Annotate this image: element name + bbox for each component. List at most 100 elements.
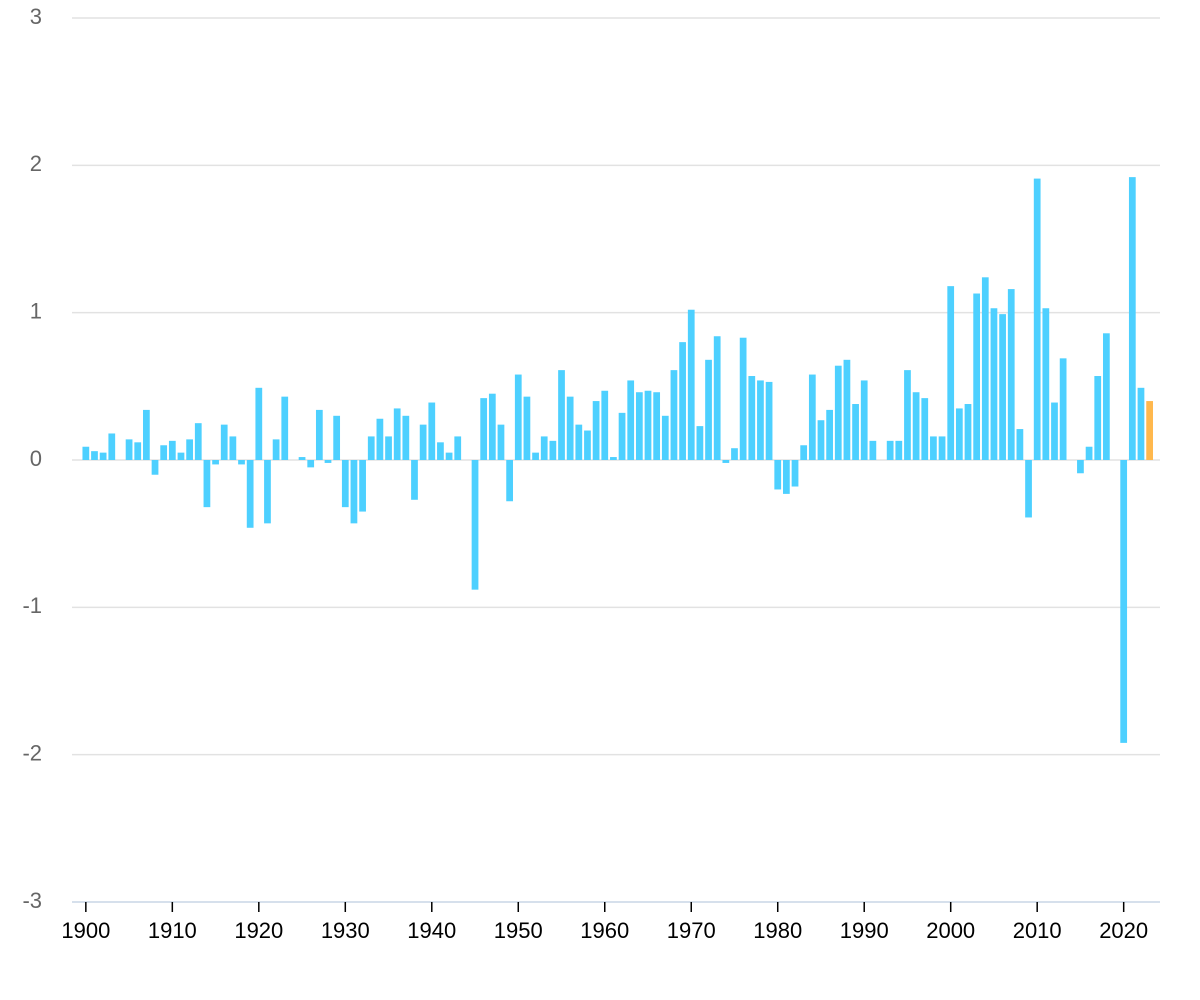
bar <box>91 451 98 460</box>
bar <box>661 415 669 460</box>
bar <box>783 460 790 494</box>
bar <box>904 370 911 460</box>
bar <box>307 460 315 468</box>
bar <box>333 415 341 460</box>
y-tick-label: 3 <box>30 4 42 29</box>
bar <box>627 380 635 460</box>
bar <box>272 439 280 460</box>
x-tick-label: 2000 <box>926 918 975 943</box>
bar <box>860 380 868 460</box>
bar <box>1051 402 1058 460</box>
bar <box>341 460 349 508</box>
bar <box>523 396 531 460</box>
bar <box>635 392 643 460</box>
bar <box>1007 289 1015 460</box>
bar <box>220 424 228 460</box>
bar <box>800 445 808 460</box>
x-tick-label: 1960 <box>580 918 629 943</box>
bar <box>298 457 306 460</box>
bar <box>670 370 678 460</box>
bar <box>471 460 479 590</box>
bar <box>1094 376 1102 460</box>
bar <box>229 436 237 460</box>
bar <box>964 404 972 460</box>
bar <box>921 398 929 460</box>
x-tick-label: 1990 <box>840 918 889 943</box>
x-tick-label: 1920 <box>234 918 283 943</box>
bar <box>912 392 920 460</box>
bar <box>212 460 219 465</box>
bar <box>419 424 427 460</box>
bar <box>722 460 730 463</box>
bar <box>151 460 159 475</box>
bar <box>411 460 418 500</box>
x-tick-label: 1940 <box>407 918 456 943</box>
y-tick-label: 1 <box>30 298 42 323</box>
bar <box>82 446 90 460</box>
bar <box>160 445 168 460</box>
x-tick-label: 1970 <box>667 918 716 943</box>
x-tick-label: 2010 <box>1013 918 1062 943</box>
bar <box>1103 333 1110 460</box>
bar <box>1120 460 1128 743</box>
bar <box>610 457 617 460</box>
bar <box>999 314 1006 460</box>
bar <box>739 337 747 460</box>
bar <box>566 396 574 460</box>
bar <box>713 336 721 460</box>
bar <box>584 430 591 460</box>
bar <box>1059 358 1067 460</box>
bar <box>843 359 851 460</box>
bar <box>264 460 271 524</box>
y-tick-label: -2 <box>22 740 42 765</box>
bar <box>134 442 142 460</box>
bar <box>359 460 366 512</box>
bar <box>696 426 704 460</box>
bar <box>514 374 522 460</box>
bar <box>774 460 782 490</box>
bar <box>687 309 695 460</box>
y-tick-label: 2 <box>30 151 42 176</box>
bar <box>376 418 384 460</box>
bar <box>393 408 401 460</box>
bar <box>834 365 842 460</box>
bar <box>791 460 799 487</box>
bar <box>679 342 686 460</box>
bar <box>1025 460 1032 518</box>
bar <box>445 452 453 460</box>
bar <box>540 436 548 460</box>
bar <box>497 424 505 460</box>
bar <box>852 404 859 460</box>
bar <box>1137 387 1145 460</box>
y-tick-label: -1 <box>22 593 42 618</box>
bar <box>1128 177 1136 460</box>
bar <box>203 460 211 508</box>
bar <box>428 402 436 460</box>
bar <box>315 409 323 460</box>
bar <box>1016 429 1024 460</box>
bar <box>705 359 712 460</box>
bar <box>168 440 176 460</box>
bar <box>108 433 116 460</box>
x-tick-label: 1910 <box>148 918 197 943</box>
bar <box>601 390 609 460</box>
bar <box>385 436 392 460</box>
bar <box>731 448 738 460</box>
x-tick-label: 1930 <box>321 918 370 943</box>
bar <box>748 376 756 460</box>
bar <box>1042 308 1050 460</box>
bar <box>644 390 652 460</box>
bar <box>177 452 185 460</box>
bar <box>938 436 946 460</box>
bar <box>947 286 955 460</box>
y-tick-label: 0 <box>30 446 42 471</box>
bar <box>238 460 245 465</box>
bar <box>437 442 444 460</box>
bar <box>817 420 825 460</box>
x-tick-label: 2020 <box>1099 918 1148 943</box>
bar <box>506 460 513 502</box>
bar <box>402 415 410 460</box>
bar <box>1085 446 1093 460</box>
bar <box>350 460 358 524</box>
bar <box>930 436 937 460</box>
